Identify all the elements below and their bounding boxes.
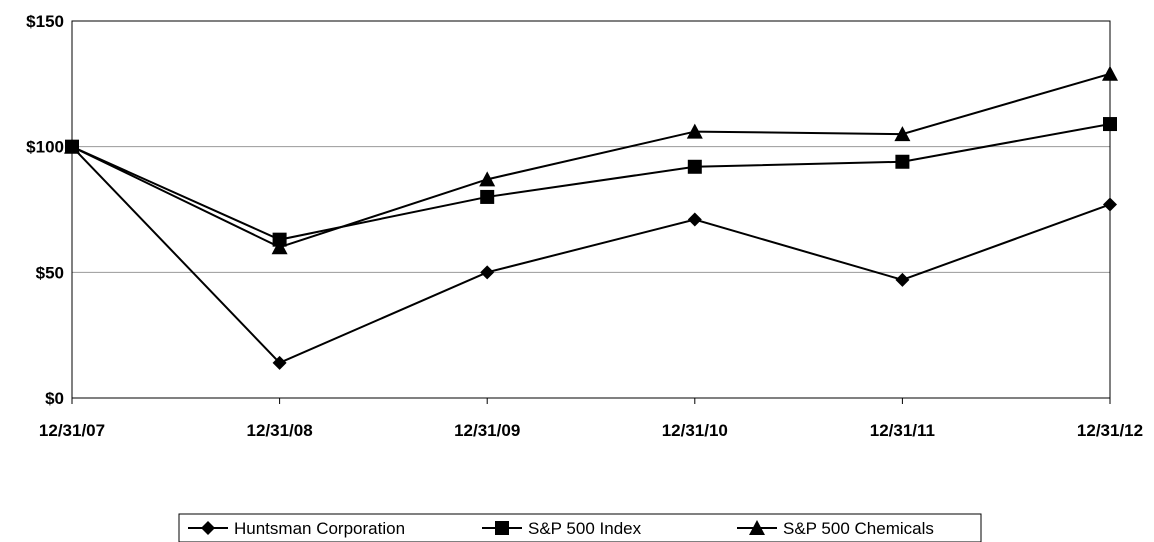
diamond-marker [895, 272, 910, 287]
series-line [71, 72, 1111, 249]
triangle-marker [64, 138, 80, 154]
legend-frame [178, 513, 982, 542]
legend-label: S&P 500 Index [528, 519, 642, 538]
series-line [71, 145, 1111, 365]
series-lines [64, 65, 1118, 370]
x-tick-label: 12/31/11 [870, 421, 935, 440]
x-axis-ticks [71, 398, 1111, 404]
diamond-marker [687, 212, 702, 227]
legend-label: Huntsman Corporation [234, 519, 405, 538]
gridlines [72, 146, 1110, 273]
square-marker [1103, 117, 1117, 132]
square-marker [495, 521, 509, 535]
diamond-marker [201, 521, 215, 535]
x-tick-label: 12/31/09 [454, 421, 520, 440]
triangle-marker [1102, 65, 1118, 81]
x-tick-label: 12/31/12 [1077, 421, 1143, 440]
triangle-marker [749, 520, 765, 535]
diamond-marker [480, 265, 495, 280]
triangle-marker [686, 123, 703, 139]
triangle-marker [894, 126, 911, 142]
triangle-marker [271, 239, 288, 255]
square-marker [895, 154, 910, 169]
plot-area-frame [71, 20, 1111, 399]
legend-item: S&P 500 Index [482, 519, 642, 538]
y-tick-label: $0 [45, 389, 64, 408]
diamond-marker [1103, 197, 1117, 212]
y-tick-label: $100 [26, 138, 64, 157]
square-marker [687, 159, 702, 174]
x-axis-tick-labels: 12/31/07 12/31/08 12/31/09 12/31/10 12/31/11… [39, 421, 1143, 440]
square-marker [480, 189, 495, 204]
legend: Huntsman Corporation S&P 500 Index S&P 500… [178, 513, 982, 542]
legend-item: Huntsman Corporation [188, 519, 405, 538]
y-tick-label: $50 [36, 263, 64, 282]
y-axis-tick-labels: $0 $50 $100 $150 [26, 12, 64, 408]
y-tick-label: $150 [26, 12, 64, 31]
series-1 [65, 117, 1117, 247]
legend-label: S&P 500 Chemicals [783, 519, 934, 538]
legend-item: S&P 500 Chemicals [737, 519, 934, 538]
series-line [71, 123, 1111, 241]
triangle-marker [479, 171, 496, 187]
diamond-marker [272, 355, 287, 370]
x-tick-label: 12/31/10 [662, 421, 728, 440]
series-0 [65, 139, 1117, 370]
x-tick-label: 12/31/07 [39, 421, 105, 440]
series-2 [64, 65, 1118, 255]
x-tick-label: 12/31/08 [247, 421, 313, 440]
